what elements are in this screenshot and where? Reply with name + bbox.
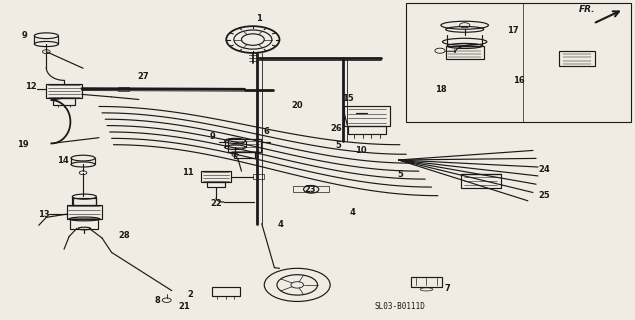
Text: 20: 20: [291, 101, 303, 110]
Text: SL03-B0111D: SL03-B0111D: [375, 302, 425, 311]
Bar: [344, 107, 390, 125]
Text: 2: 2: [188, 290, 194, 299]
Text: 12: 12: [25, 82, 37, 91]
Bar: [411, 276, 442, 287]
Bar: [234, 152, 255, 158]
Text: 1: 1: [257, 14, 262, 23]
Text: 19: 19: [17, 140, 29, 149]
Text: 17: 17: [507, 27, 518, 36]
Text: 22: 22: [210, 198, 222, 207]
Text: 16: 16: [513, 76, 525, 85]
Text: FR.: FR.: [578, 5, 595, 14]
Bar: [211, 287, 239, 296]
Text: 13: 13: [38, 210, 50, 219]
Bar: [73, 197, 96, 204]
Text: 15: 15: [342, 94, 354, 103]
Text: 4: 4: [349, 208, 356, 217]
Bar: [207, 182, 225, 188]
Text: 10: 10: [355, 146, 366, 155]
Text: 9: 9: [210, 132, 216, 140]
Bar: [201, 171, 231, 182]
Bar: [406, 3, 631, 123]
Bar: [228, 139, 261, 152]
Text: 4: 4: [278, 220, 284, 229]
Text: 25: 25: [538, 190, 550, 200]
Bar: [253, 174, 264, 179]
Text: 21: 21: [178, 302, 190, 311]
Bar: [348, 125, 386, 133]
Text: 11: 11: [182, 168, 194, 177]
Bar: [559, 51, 595, 66]
Bar: [446, 46, 484, 59]
Text: 23: 23: [304, 185, 316, 194]
Bar: [46, 84, 82, 98]
Text: 26: 26: [331, 124, 342, 133]
Text: 9: 9: [22, 31, 28, 40]
Text: 24: 24: [538, 165, 550, 174]
Text: 6: 6: [264, 127, 270, 136]
Text: 18: 18: [435, 85, 447, 94]
Bar: [67, 204, 102, 219]
Text: 27: 27: [137, 72, 149, 81]
Text: 5: 5: [397, 171, 403, 180]
Bar: [461, 174, 501, 188]
Text: 7: 7: [444, 284, 450, 292]
Bar: [53, 98, 76, 105]
Text: 8: 8: [155, 296, 161, 305]
Bar: [70, 219, 98, 228]
Text: 5: 5: [335, 141, 342, 150]
Bar: [293, 186, 329, 193]
Bar: [118, 87, 130, 91]
Text: 28: 28: [119, 231, 130, 240]
Text: 14: 14: [57, 156, 69, 165]
